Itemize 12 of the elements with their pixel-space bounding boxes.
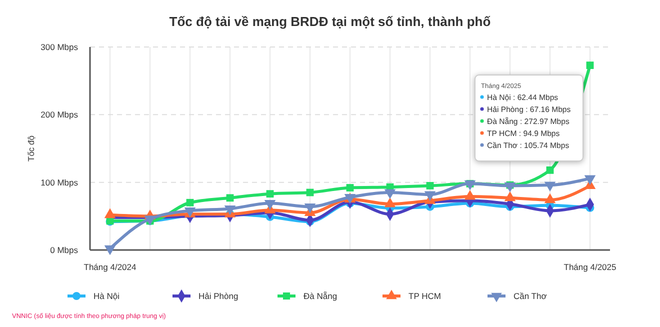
y-tick-label: 0 Mbps — [50, 244, 78, 255]
y-tick-label: 300 Mbps — [40, 42, 78, 52]
legend-label: Hải Phòng — [198, 290, 238, 301]
legend-label: Cần Thơ — [514, 290, 548, 301]
y-tick-label: 200 Mbps — [40, 110, 78, 120]
legend-label: Hà Nội — [94, 290, 120, 301]
legend-label: TP HCM — [408, 290, 441, 301]
y-axis-title: Tốc độ — [26, 135, 36, 162]
chart-title: Tốc độ tải về mạng BRDĐ tại một số tỉnh, thành phố — [169, 14, 491, 29]
x-tick-label: Tháng 4/2024 — [84, 262, 136, 272]
y-tick-label: 100 Mbps — [40, 177, 78, 188]
legend-label: Đà Nẵng — [304, 290, 338, 301]
